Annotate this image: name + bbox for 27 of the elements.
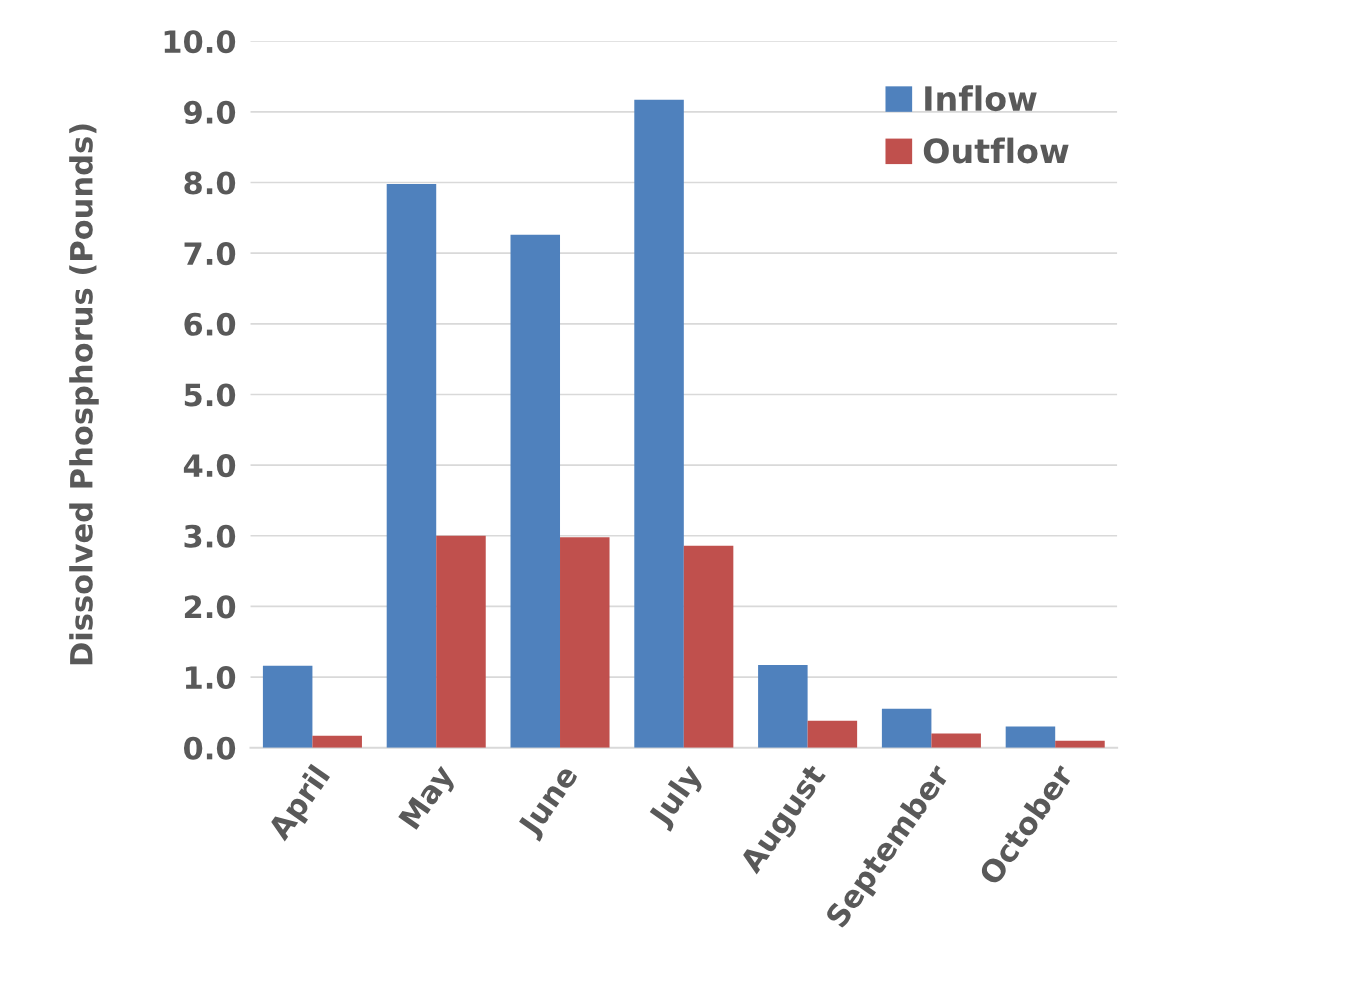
y-tick-label: 9.0 [184, 100, 236, 124]
y-tick-label: 8.0 [184, 171, 236, 195]
bar [386, 183, 437, 748]
y-tick-label: 10.0 [164, 30, 236, 54]
y-tick-label: 3.0 [184, 524, 236, 548]
bar [758, 665, 808, 748]
bar [510, 234, 561, 748]
bar [807, 720, 858, 748]
bar [560, 537, 610, 748]
bar [683, 545, 734, 748]
bar [931, 733, 981, 748]
y-tick-label: 1.0 [185, 666, 236, 690]
bar [262, 665, 313, 748]
bar [1005, 726, 1056, 748]
y-axis-title: Dissolved Phosphorus (Pounds) [69, 124, 99, 665]
y-tick-label: 0.0 [183, 736, 236, 760]
y-tick-label: 2.0 [184, 595, 236, 619]
y-tick-label: 4.0 [183, 454, 236, 478]
bar [634, 99, 684, 748]
bar [881, 708, 932, 748]
y-tick-label: 5.0 [184, 383, 236, 407]
y-tick-label: 7.0 [184, 242, 236, 266]
bar [312, 735, 362, 748]
legend-label: Outflow [923, 137, 1069, 164]
legend-label: Inflow [925, 85, 1037, 112]
bar [436, 535, 486, 748]
y-tick-label: 6.0 [184, 312, 236, 336]
